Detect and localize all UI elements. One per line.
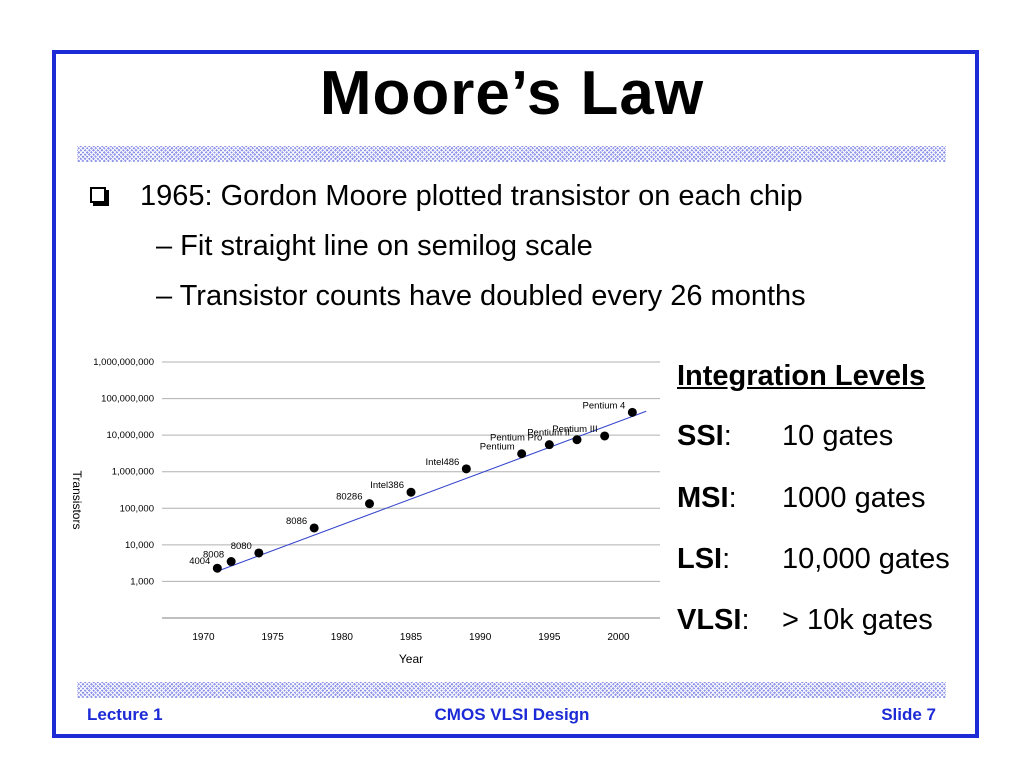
level-sep: : [741, 604, 750, 636]
y-tick-label: 1,000 [130, 576, 154, 587]
y-tick-label: 100,000 [120, 503, 154, 514]
data-point [600, 431, 610, 441]
data-point [226, 557, 236, 567]
checkbox-bullet-icon [90, 187, 106, 203]
bullet-1: 1965: Gordon Moore plotted transistor on… [140, 180, 803, 212]
moores-law-chart: 1,000 10,000 100,000 1,000,000 10,000,000 100… [70, 357, 660, 666]
data-point-label: Pentium III [552, 424, 597, 435]
data-point [365, 499, 374, 509]
x-tick-label: 1975 [262, 632, 285, 643]
bullet-3: – Transistor counts have doubled every 2… [156, 280, 806, 312]
x-tick-label: 2000 [607, 632, 630, 643]
data-point [309, 523, 319, 533]
footer-course: CMOS VLSI Design [434, 705, 590, 724]
integration-level-msi: MSI: 1000 gates [677, 482, 926, 515]
bullet-2: – Fit straight line on semilog scale [156, 230, 593, 262]
level-value: 1000 gates [782, 482, 926, 514]
y-tick-label: 100,000,000 [101, 394, 154, 405]
level-sep: : [728, 482, 737, 514]
data-point [572, 435, 582, 445]
x-axis-title: Year [399, 652, 423, 666]
level-value: 10 gates [782, 420, 894, 452]
level-sep: : [723, 420, 732, 452]
x-tick-label: 1995 [538, 632, 561, 643]
data-point-label: Pentium [480, 442, 515, 453]
data-point-label: 80286 [336, 492, 362, 503]
footer-slide-number: Slide 7 [881, 705, 936, 724]
data-point-label: Intel386 [370, 480, 404, 491]
level-abbr: SSI [677, 420, 724, 452]
integration-level-vlsi: VLSI: > 10k gates [677, 604, 933, 637]
data-point [544, 440, 554, 450]
level-value: 10,000 gates [782, 543, 950, 575]
integration-level-lsi: LSI: 10,000 gates [677, 543, 950, 576]
data-point-label: 4004 [189, 556, 210, 567]
x-tick-label: 1970 [192, 632, 215, 643]
y-axis-title: Transistors [70, 471, 84, 530]
footer-lecture: Lecture 1 [87, 705, 163, 724]
data-point [406, 487, 416, 497]
level-value: > 10k gates [782, 604, 933, 636]
x-tick-label: 1980 [331, 632, 354, 643]
slide-title: Moore’s Law [319, 59, 705, 128]
slide-frame [52, 50, 979, 738]
data-point [627, 407, 637, 417]
bottom-divider [77, 682, 946, 698]
data-point-label: Pentium Pro [490, 433, 542, 444]
data-point [461, 464, 471, 474]
x-tick-label: 1985 [400, 632, 423, 643]
y-tick-label: 1,000,000 [112, 467, 154, 478]
top-divider [77, 146, 946, 162]
y-tick-label: 10,000,000 [106, 430, 154, 441]
x-tick-label: 1990 [469, 632, 492, 643]
data-point [212, 563, 222, 573]
data-point [254, 548, 264, 558]
level-abbr: VLSI [677, 604, 742, 636]
data-point-label: 8080 [231, 541, 252, 552]
data-point-label: Pentium II [527, 428, 570, 439]
level-sep: : [722, 543, 731, 575]
data-point [517, 449, 527, 459]
data-point-label: 8086 [286, 516, 307, 527]
level-abbr: LSI [677, 543, 723, 575]
level-abbr: MSI [677, 482, 729, 514]
integration-levels-heading: Integration Levels [677, 360, 926, 392]
data-point-label: Intel486 [426, 457, 460, 468]
data-point-label: Pentium 4 [583, 400, 626, 411]
integration-level-ssi: SSI: 10 gates [677, 420, 893, 453]
data-point-label: 8008 [203, 550, 224, 561]
y-tick-label: 1,000,000,000 [93, 357, 154, 368]
y-tick-label: 10,000 [125, 540, 154, 551]
